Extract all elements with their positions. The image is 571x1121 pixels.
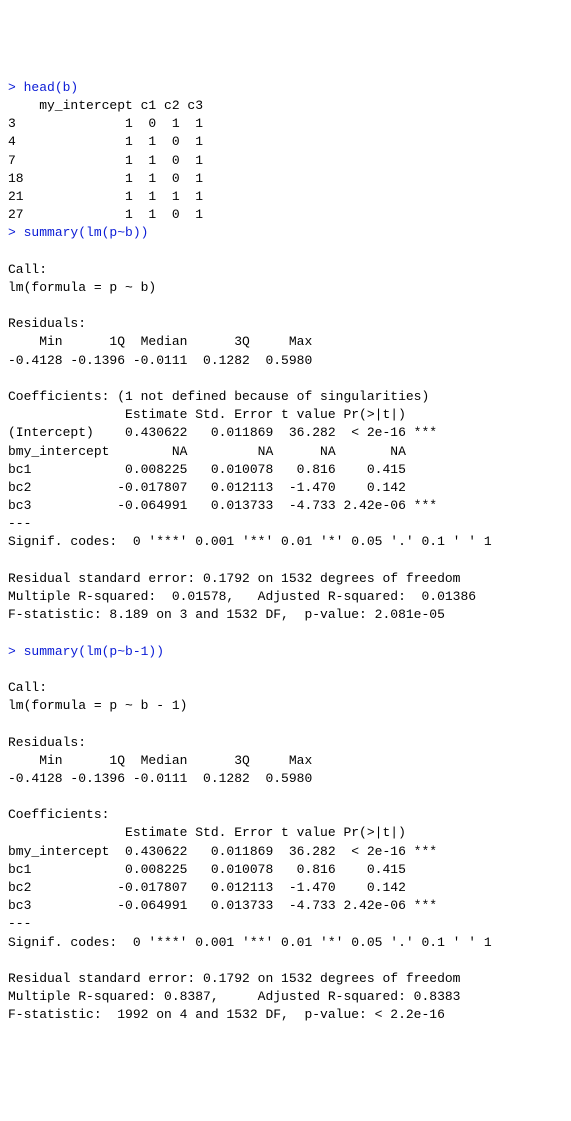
head-row: 4 1 1 0 1 bbox=[8, 134, 203, 149]
call-formula: lm(formula = p ~ b) bbox=[8, 280, 156, 295]
prompt: > bbox=[8, 80, 24, 95]
call-label: Call: bbox=[8, 262, 47, 277]
r-squared: Multiple R-squared: 0.8387, Adjusted R-s… bbox=[8, 989, 468, 1004]
f-statistic: F-statistic: 8.189 on 3 and 1532 DF, p-v… bbox=[8, 607, 445, 622]
head-header: my_intercept c1 c2 c3 bbox=[8, 98, 203, 113]
coef-label: Coefficients: bbox=[8, 807, 109, 822]
head-row: 21 1 1 1 1 bbox=[8, 189, 203, 204]
head-row: 27 1 1 0 1 bbox=[8, 207, 203, 222]
coef-row: bmy_intercept NA NA NA NA bbox=[8, 444, 437, 459]
cmd-summary-2: summary(lm(p~b-1)) bbox=[24, 644, 164, 659]
residuals-header: Min 1Q Median 3Q Max bbox=[8, 334, 320, 349]
residuals-label: Residuals: bbox=[8, 735, 86, 750]
coef-row: bmy_intercept 0.430622 0.011869 36.282 <… bbox=[8, 844, 437, 859]
residual-se: Residual standard error: 0.1792 on 1532 … bbox=[8, 971, 460, 986]
r-squared: Multiple R-squared: 0.01578, Adjusted R-… bbox=[8, 589, 484, 604]
coef-row: bc2 -0.017807 0.012113 -1.470 0.142 bbox=[8, 480, 437, 495]
f-statistic: F-statistic: 1992 on 4 and 1532 DF, p-va… bbox=[8, 1007, 445, 1022]
r-console: > head(b) my_intercept c1 c2 c3 3 1 0 1 … bbox=[8, 79, 563, 1025]
coef-row: bc2 -0.017807 0.012113 -1.470 0.142 bbox=[8, 880, 437, 895]
coef-label: Coefficients: (1 not defined because of … bbox=[8, 389, 429, 404]
coef-row: (Intercept) 0.430622 0.011869 36.282 < 2… bbox=[8, 425, 437, 440]
head-row: 7 1 1 0 1 bbox=[8, 153, 203, 168]
dashes: --- bbox=[8, 516, 31, 531]
residual-se: Residual standard error: 0.1792 on 1532 … bbox=[8, 571, 460, 586]
prompt: > bbox=[8, 225, 24, 240]
coef-header: Estimate Std. Error t value Pr(>|t|) bbox=[8, 407, 437, 422]
residuals-values: -0.4128 -0.1396 -0.0111 0.1282 0.5980 bbox=[8, 771, 320, 786]
coef-row: bc1 0.008225 0.010078 0.816 0.415 bbox=[8, 862, 437, 877]
dashes: --- bbox=[8, 916, 31, 931]
call-formula: lm(formula = p ~ b - 1) bbox=[8, 698, 187, 713]
call-label: Call: bbox=[8, 680, 47, 695]
coef-header: Estimate Std. Error t value Pr(>|t|) bbox=[8, 825, 437, 840]
residuals-values: -0.4128 -0.1396 -0.0111 0.1282 0.5980 bbox=[8, 353, 320, 368]
coef-row: bc3 -0.064991 0.013733 -4.733 2.42e-06 *… bbox=[8, 898, 437, 913]
head-row: 18 1 1 0 1 bbox=[8, 171, 203, 186]
cmd-summary-1: summary(lm(p~b)) bbox=[24, 225, 149, 240]
cmd-head: head(b) bbox=[24, 80, 79, 95]
residuals-header: Min 1Q Median 3Q Max bbox=[8, 753, 320, 768]
residuals-label: Residuals: bbox=[8, 316, 86, 331]
coef-row: bc3 -0.064991 0.013733 -4.733 2.42e-06 *… bbox=[8, 498, 437, 513]
signif-codes: Signif. codes: 0 '***' 0.001 '**' 0.01 '… bbox=[8, 935, 492, 950]
head-row: 3 1 0 1 1 bbox=[8, 116, 203, 131]
prompt: > bbox=[8, 644, 24, 659]
signif-codes: Signif. codes: 0 '***' 0.001 '**' 0.01 '… bbox=[8, 534, 492, 549]
coef-row: bc1 0.008225 0.010078 0.816 0.415 bbox=[8, 462, 437, 477]
